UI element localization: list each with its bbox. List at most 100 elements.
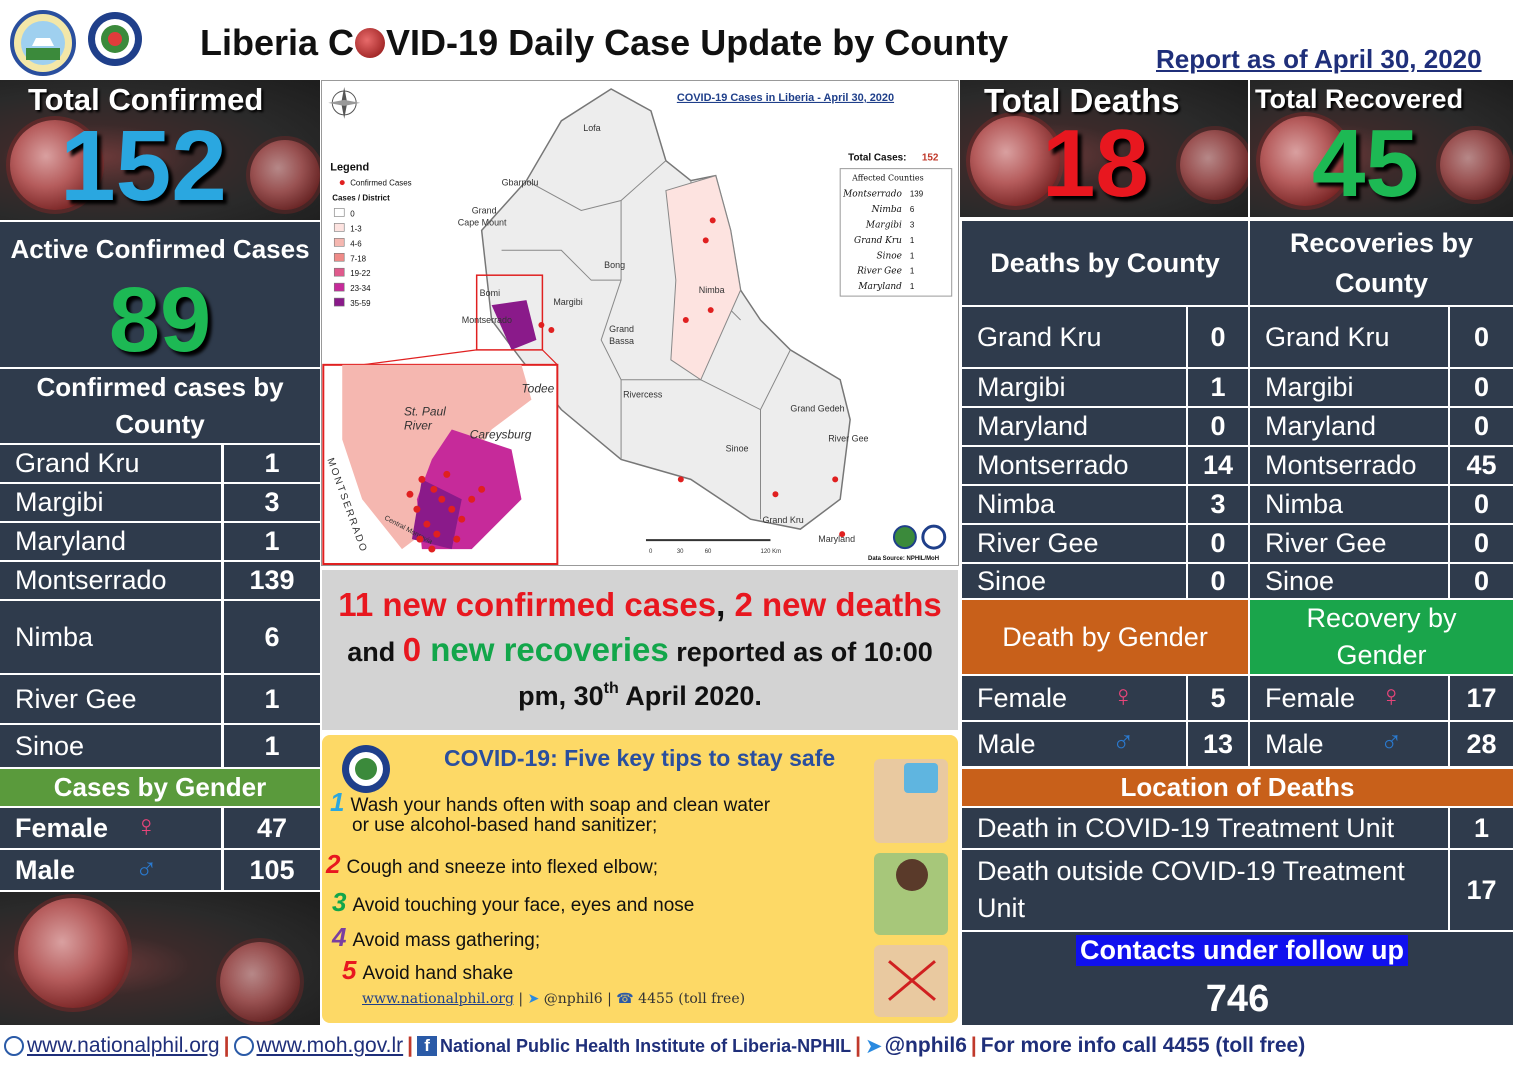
legend-confirmed: Confirmed Cases [350,179,411,188]
total-cases-label: Total Cases: [848,153,906,164]
tip-text: Avoid touching your face, eyes and nose [352,895,695,916]
confirmed-county-name: River Gee [0,675,221,723]
recovery-male-row: Male ♂ [1250,722,1448,766]
total-cases-value: 152 [922,153,939,164]
tip-text: Cough and sneeze into flexed elbow; [346,857,659,878]
male-cases-row: Male ♂ [0,850,221,890]
handwash-illustration [874,759,948,843]
recovery-county-name: Grand Kru [1250,307,1448,367]
death-county-name: Sinoe [962,564,1186,598]
confirmed-county-value: 1 [224,725,320,767]
inset-label: Careysburg [470,428,532,442]
facebook-link[interactable]: National Public Health Institute of Libe… [440,1035,852,1056]
affected-county-value: 1 [910,267,915,276]
globe-icon [233,1036,254,1056]
death-female-value: 5 [1188,676,1248,720]
legend-swatch [333,267,345,277]
total-recovered-label: Total Recovered [1255,84,1464,114]
active-cases-value: 89 [108,269,212,371]
male-person-icon: ♂ [1112,726,1135,759]
case-dot [443,470,451,478]
affected-county-name: Montserrado [842,190,902,200]
county-label: Bassa [609,336,634,346]
confirmed-county-value: 6 [224,601,320,673]
death-county-value: 0 [1188,564,1248,598]
phone-icon: ☎ [616,991,634,1007]
report-date: Report as of April 30, 2020 [1156,44,1482,74]
legend-swatch [333,252,345,262]
confirmed-county-value: 139 [224,562,320,599]
death-county-value: 0 [1188,307,1248,367]
confirmed-county-name: Margibi [0,484,221,521]
female-cases-value: 47 [224,808,320,848]
county-label: Gbarpolu [502,178,539,188]
scale-label: 120 Km [761,549,782,555]
recovery-county-value: 45 [1450,447,1513,484]
contacts-value: 746 [1205,978,1270,1020]
liberia-seal-logo [10,10,76,76]
contacts-panel: Contacts under follow up 746 [962,932,1513,1025]
recovery-county-name: Maryland [1250,408,1448,445]
nphil-site-link[interactable]: www.nationalphil.org [27,1034,220,1057]
recovery-county-value: 0 [1450,525,1513,562]
legend-title: Legend [330,162,369,174]
affected-county-value: 139 [910,190,924,199]
total-recovered-value: 45 [1312,110,1419,217]
page-title: Liberia C VID-19 Daily Case Update by Cou… [200,22,1009,63]
confirmed-county-value: 3 [224,484,320,521]
tip-text: or use alcohol-based hand sanitizer; [352,815,658,836]
legend-bins: 0 1-3 4-6 7-18 19-22 23-34 35-59 [333,208,371,308]
affected-county-value: 3 [910,220,915,229]
county-label: Rivercess [623,390,663,400]
legend-swatch [333,282,345,292]
county-label: Nimba [699,285,725,295]
death-in-unit-value: 1 [1450,808,1513,848]
total-deaths-value: 18 [1042,110,1149,217]
inset-label: Todee [521,382,554,396]
case-dot [478,485,486,493]
total-deaths-label: Total Deaths [984,82,1180,119]
recovery-county-value: 0 [1450,369,1513,406]
death-county-value: 0 [1188,408,1248,445]
no-handshake-illustration [874,945,948,1017]
nphil-logo [88,12,142,66]
legend-bin-label: 19-22 [350,269,371,278]
affected-county-name: Grand Kru [854,236,902,246]
county-label: Montserrado [462,315,512,325]
affected-county-value: 6 [910,205,915,214]
twitter-link[interactable]: @nphil6 [884,1034,967,1057]
affected-rows: Montserrado 139 Nimba 6 Margibi 3 Grand Kru 1 Si… [842,190,924,293]
cough-illustration [874,853,948,935]
moh-site-link[interactable]: www.moh.gov.lr [256,1034,404,1057]
footer-bar: www.nationalphil.org | www.moh.gov.lr | … [0,1026,1513,1066]
affected-county-name: Maryland [857,282,902,292]
county-label: Margibi [553,297,582,307]
scale-label: 30 [677,549,684,555]
confirmed-by-county-title: Confirmed cases by County [0,369,320,443]
daily-notice: 11 new confirmed cases, 2 new deaths and… [322,570,958,730]
county-label: Grand [472,205,497,215]
confirmed-county-name: Nimba [0,601,221,673]
active-cases-label: Active Confirmed Cases [10,234,310,264]
case-dot [458,515,466,523]
tip-text: Wash your hands often with soap and clea… [350,795,771,816]
total-confirmed-label: Total Confirmed [28,82,264,117]
county-label: Lofa [583,123,600,133]
tips-title: COVID-19: Five key tips to stay safe [444,745,836,771]
map-svg: COVID-19 Cases in Liberia - April 30, 20… [322,86,953,565]
affected-county-name: River Gee [856,267,902,277]
total-deaths-tile: Total Deaths 18 [960,80,1248,217]
recovery-county-name: Montserrado [1250,447,1448,484]
death-county-name: Maryland [962,408,1186,445]
male-cases-value: 105 [224,850,320,890]
female-person-icon: ♀ [1112,680,1135,713]
map-logos [892,524,947,550]
map-scale: 0 30 60 120 Km [649,549,781,555]
case-dot [430,485,438,493]
recovery-county-name: River Gee [1250,525,1448,562]
tip-text: Avoid mass gathering; [352,930,541,951]
county-label: Grand [609,324,634,334]
affected-county-name: Margibi [865,220,902,230]
case-dot [433,530,441,538]
death-county-value: 0 [1188,525,1248,562]
